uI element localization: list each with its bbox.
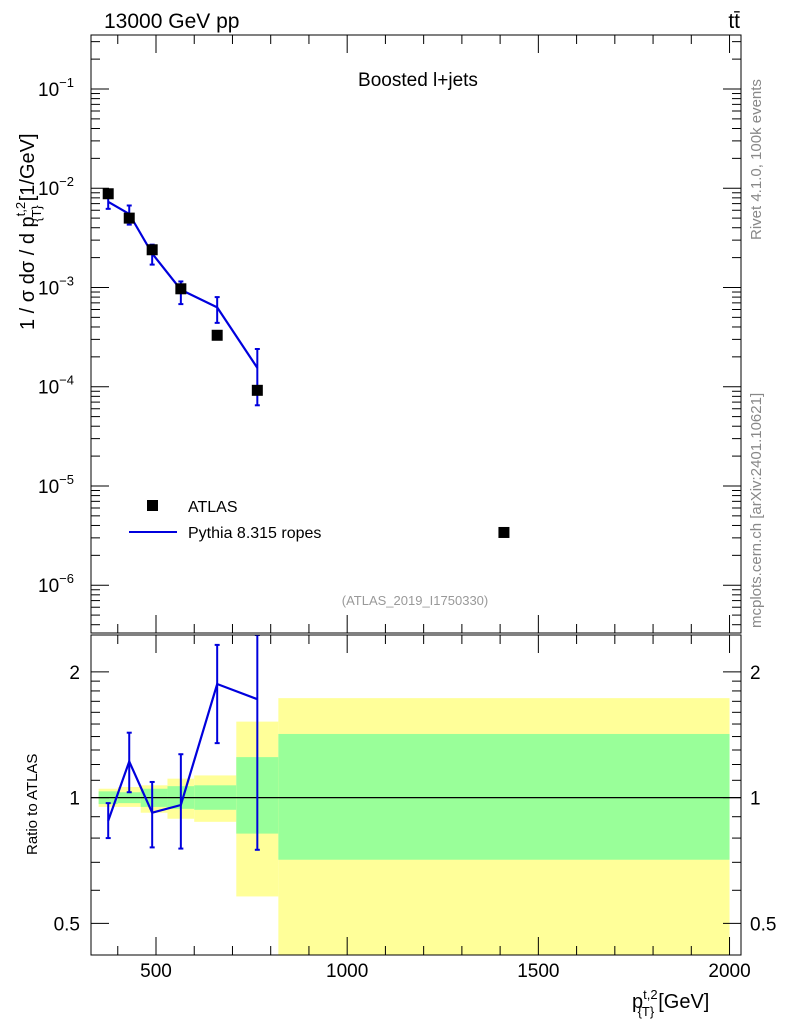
- legend-atlas-marker: [147, 500, 158, 511]
- x-axis-title: pt,2 {T} [GeV]: [632, 987, 709, 1019]
- ratio-frame: [90, 634, 742, 956]
- ratio-panel: 2 2 1 1 0.5 0.5 500 1000 1500 2000 Ratio to ATLA…: [24, 634, 777, 1019]
- ratio-uncertainty-bands: [98, 698, 730, 955]
- ratio-y-tick-label: 0.5: [54, 914, 80, 935]
- ratio-y-axis-title: Ratio to ATLAS: [24, 754, 41, 855]
- ratio-y-tick-label: 2: [69, 663, 80, 684]
- main-y-axis-title-sup: t,2: [13, 202, 28, 216]
- legend: ATLAS Pythia 8.315 ropes: [129, 499, 321, 542]
- ratio-inner-band: [278, 733, 730, 860]
- analysis-watermark: (ATLAS_2019_I1750330): [342, 593, 488, 608]
- main-y-axis-title-main: 1 / σ dσ / d p: [17, 216, 39, 330]
- legend-atlas-label: ATLAS: [188, 499, 238, 516]
- main-y-axis-title-sub: {T}: [29, 205, 44, 222]
- main-y-axis-title: 1 / σ dσ / d pt,2{T} [1/GeV]: [13, 133, 44, 330]
- main-y-tick-label: 10−5: [38, 472, 74, 498]
- ratio-x-tick-label: 1500: [517, 961, 559, 982]
- pythia-line: [107, 200, 259, 369]
- ratio-y-tick-label: 1: [69, 789, 80, 810]
- main-y-tick-label: 10−3: [38, 273, 74, 299]
- ratio-x-ticks: 500 1000 1500 2000: [117, 635, 751, 982]
- main-y-ticks: 10−1 10−2 10−3 10−4 10−5 10−6: [38, 41, 741, 626]
- atlas-data-point: [102, 188, 114, 200]
- main-y-tick-label: 10−6: [38, 571, 74, 597]
- x-axis-title-sup: t,2: [643, 987, 657, 1002]
- mcplots-label: mcplots.cern.ch [arXiv:2401.10621]: [748, 393, 765, 628]
- ratio-x-tick-label: 2000: [708, 961, 750, 982]
- atlas-data-point: [123, 212, 135, 224]
- rivet-version-label: Rivet 4.1.0, 100k events: [748, 79, 765, 240]
- ratio-y-tick-label-right: 0.5: [750, 914, 776, 935]
- atlas-data-point: [251, 384, 263, 396]
- main-y-tick-label: 10−4: [38, 373, 74, 399]
- main-panel: Boosted l+jets (ATLAS_2019_I1750330) 1 /…: [13, 34, 742, 634]
- x-axis-title-sub: {T}: [638, 1004, 655, 1019]
- header-process-label: tt̄: [728, 10, 740, 33]
- ratio-pythia-line: [107, 682, 258, 822]
- x-axis-title-unit: [GeV]: [658, 991, 709, 1013]
- ratio-y-tick-label-right: 1: [750, 789, 761, 810]
- ratio-y-tick-label-right: 2: [750, 663, 761, 684]
- main-y-tick-label: 10−1: [38, 75, 74, 101]
- main-y-axis-title-unit: [1/GeV]: [17, 133, 39, 201]
- main-y-tick-label: 10−2: [38, 174, 74, 200]
- atlas-data-point: [146, 244, 158, 256]
- header-energy-label: 13000 GeV pp: [104, 10, 239, 33]
- chart-title: Boosted l+jets: [358, 70, 478, 91]
- atlas-data-point: [498, 526, 510, 538]
- ratio-y-ticks: 2 2 1 1 0.5 0.5: [54, 663, 777, 936]
- ratio-x-tick-label: 500: [140, 961, 172, 982]
- x-axis-title-main: p: [632, 991, 643, 1013]
- legend-pythia-label: Pythia 8.315 ropes: [188, 525, 321, 542]
- main-frame: [90, 34, 742, 634]
- atlas-data-point: [175, 283, 187, 295]
- main-series: [102, 188, 510, 538]
- main-x-ticks: [117, 35, 731, 633]
- atlas-data-point: [211, 329, 223, 341]
- ratio-x-tick-label: 1000: [326, 961, 368, 982]
- ratio-series: [105, 635, 260, 851]
